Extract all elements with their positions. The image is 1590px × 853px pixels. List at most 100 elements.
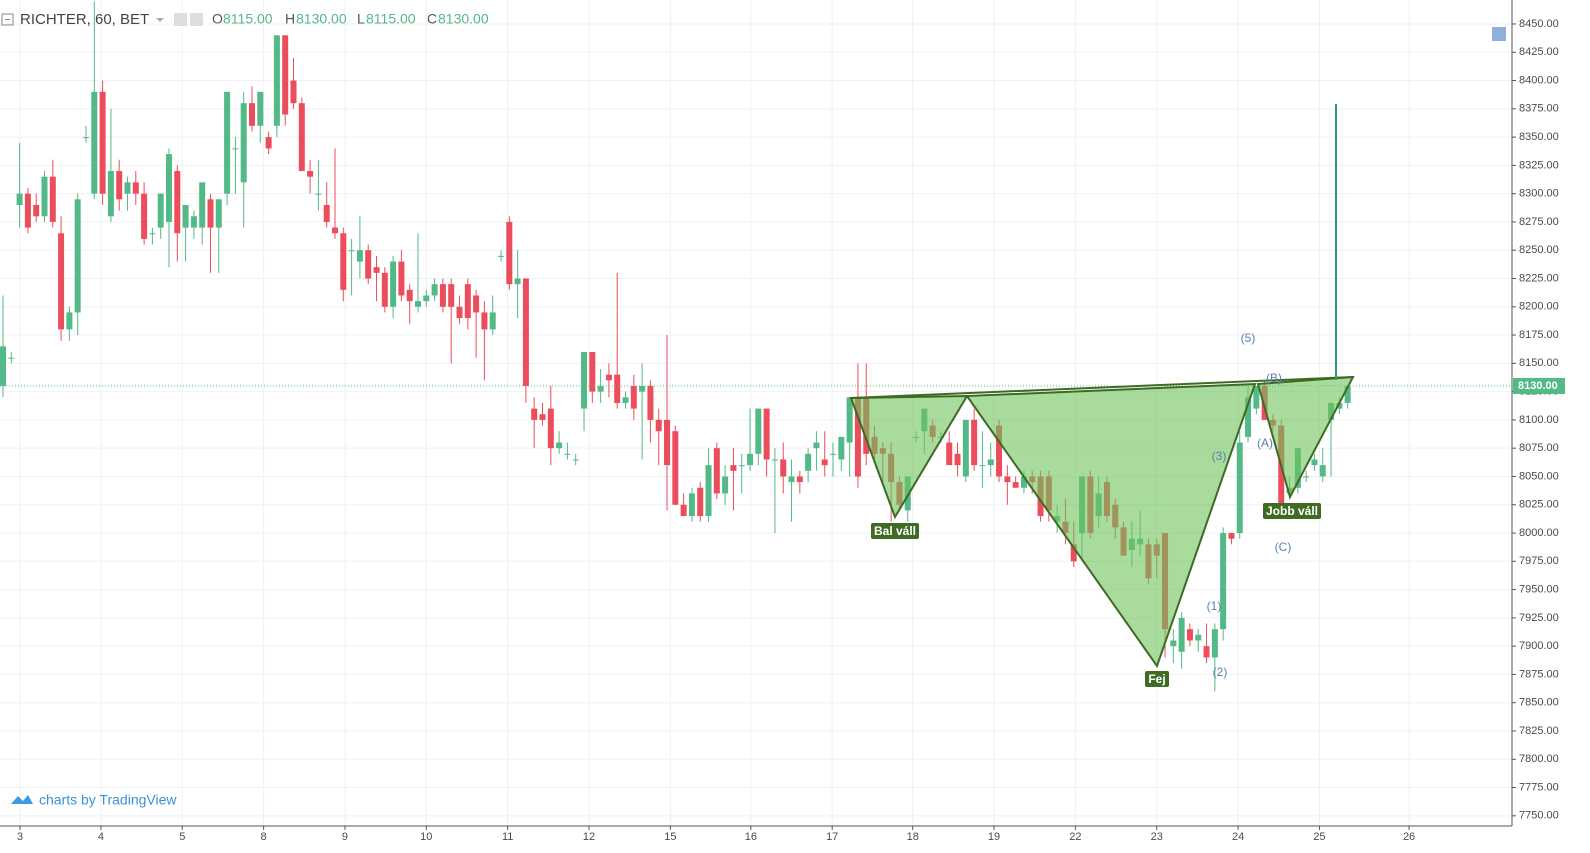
wave-label: (3): [1212, 449, 1227, 463]
candle-body: [282, 35, 289, 115]
candle-body: [224, 91, 231, 194]
candle-body: [655, 419, 662, 432]
tag-box: [871, 523, 919, 539]
candle-body: [763, 408, 770, 460]
candle-body: [979, 465, 986, 467]
candle-body: [672, 431, 679, 505]
y-tick-label: 7900.00: [1519, 640, 1559, 652]
candle-body: [207, 199, 214, 228]
candle-body: [954, 453, 961, 466]
candle-body: [564, 453, 571, 455]
candle-body: [1311, 459, 1318, 466]
wave-label: (5): [1241, 331, 1256, 345]
candle-body: [265, 137, 272, 149]
x-tick-label: 16: [745, 831, 757, 843]
y-tick-label: 8300.00: [1519, 188, 1559, 200]
candle-body: [315, 193, 322, 195]
candle-body: [522, 278, 529, 386]
x-tick-label: 26: [1403, 831, 1415, 843]
candle-body: [124, 182, 131, 194]
tag-box: [1145, 671, 1169, 687]
candle-body: [846, 397, 853, 443]
x-tick-label: 15: [664, 831, 676, 843]
pattern-label: Fej: [1148, 672, 1165, 686]
dropdown[interactable]: [156, 18, 164, 22]
candle-body: [821, 459, 828, 466]
ohlc-label: H: [285, 11, 295, 27]
candle-body: [0, 346, 6, 386]
candle-body: [332, 227, 339, 234]
candle-body: [307, 171, 314, 177]
candle-body: [165, 154, 172, 222]
y-tick-label: 7875.00: [1519, 668, 1559, 680]
candle-body: [572, 459, 579, 461]
candle-body: [971, 419, 978, 466]
y-tick-label: 7950.00: [1519, 583, 1559, 595]
y-tick-label: 7850.00: [1519, 697, 1559, 709]
x-tick-label: 4: [98, 831, 104, 843]
candle-body: [1319, 465, 1326, 477]
candle-body: [597, 385, 604, 392]
candle-body: [340, 233, 347, 290]
y-tick-label: 8250.00: [1519, 244, 1559, 256]
x-tick-label: 24: [1232, 831, 1244, 843]
logo: [11, 795, 33, 804]
candle-body: [946, 442, 953, 466]
candle-body: [539, 414, 546, 420]
y-tick-label: 8400.00: [1519, 74, 1559, 86]
candle-body: [99, 91, 106, 194]
candle-body: [41, 176, 48, 217]
candle-body: [1253, 385, 1260, 409]
candle-body: [1245, 397, 1252, 437]
candle-body: [199, 182, 206, 228]
symbol: RICHTER, 60, BET: [20, 11, 149, 28]
candle-body: [1178, 617, 1185, 652]
collapse-icon[interactable]: [1, 13, 14, 26]
y-tick-label: 8225.00: [1519, 272, 1559, 284]
candle-body: [605, 374, 612, 381]
wave-label: (C): [1275, 540, 1292, 554]
wave-label: (A): [1257, 436, 1273, 450]
watermark: charts by TradingView: [11, 792, 177, 808]
candle-body: [273, 35, 280, 126]
candle-body: [82, 137, 89, 139]
price-axis-bg: [1512, 0, 1590, 853]
wave-label: (2): [1213, 665, 1228, 679]
candle-body: [174, 171, 181, 234]
candle-body: [232, 148, 239, 150]
candle-body: [348, 250, 355, 252]
time-axis-bg: [0, 826, 1590, 853]
candle-body: [1195, 634, 1202, 641]
ohlc-value: 8115.00: [223, 11, 273, 27]
x-tick-label: 12: [583, 831, 595, 843]
candle-body: [398, 261, 405, 296]
candle-body: [356, 250, 363, 262]
y-tick-label: 7825.00: [1519, 725, 1559, 737]
y-tick-label: 8150.00: [1519, 357, 1559, 369]
candle-body: [1344, 385, 1351, 403]
candle-body: [249, 103, 255, 126]
candle-body: [838, 436, 845, 460]
candle-body: [780, 459, 787, 477]
candle-body: [996, 425, 1003, 477]
candle-body: [589, 352, 596, 392]
candle-body: [1303, 476, 1310, 478]
icon[interactable]: [190, 13, 203, 26]
candle-body: [506, 221, 513, 285]
y-tick-label: 8100.00: [1519, 414, 1559, 426]
x-tick-label: 10: [420, 831, 432, 843]
candle-body: [830, 453, 837, 455]
scale-button[interactable]: [1492, 27, 1506, 41]
candle-body: [240, 103, 247, 183]
x-tick-label: 18: [907, 831, 919, 843]
icon[interactable]: [174, 13, 187, 26]
last-price-label: 8130.00: [1518, 380, 1558, 392]
candle-body: [298, 103, 305, 172]
y-tick-label: 7750.00: [1519, 810, 1559, 822]
candle-body: [489, 312, 496, 330]
wave-label: (1): [1207, 599, 1222, 613]
y-tick-label: 8175.00: [1519, 329, 1559, 341]
candle-body: [91, 91, 98, 194]
left-shoulder: [849, 394, 969, 520]
candle-body: [614, 374, 621, 403]
